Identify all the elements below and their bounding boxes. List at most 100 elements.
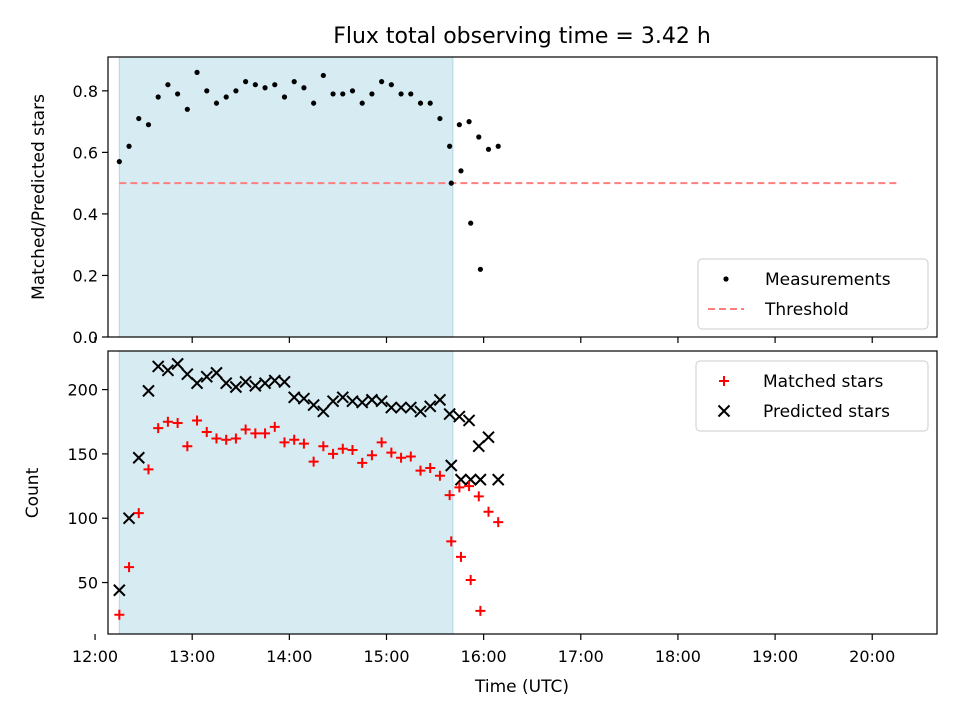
measurement-point <box>388 82 394 88</box>
predicted-star-point <box>474 473 487 486</box>
matched-star-point <box>328 448 339 459</box>
y-tick-label: 100 <box>67 509 98 528</box>
matched-star-point <box>162 416 173 427</box>
matched-star-point <box>396 452 407 463</box>
measurement-point <box>311 100 317 106</box>
predicted-star-point <box>258 376 272 390</box>
y-tick-label: 150 <box>67 445 98 464</box>
measurement-point <box>165 82 171 88</box>
legend-label: Measurements <box>765 270 891 290</box>
matched-star-point <box>279 437 290 448</box>
matched-star-point <box>308 456 319 467</box>
measurement-point <box>243 79 249 85</box>
predicted-star-point <box>404 401 417 414</box>
matched-star-point <box>446 536 457 547</box>
measurement-point <box>213 100 220 106</box>
matched-star-point <box>454 482 465 493</box>
chart-title: Flux total observing time = 3.42 h <box>333 24 711 49</box>
predicted-star-point <box>210 366 223 380</box>
measurement-point <box>145 122 152 128</box>
measurement-point <box>427 100 433 106</box>
predicted-star-point <box>464 473 477 486</box>
measurement-point <box>252 82 258 88</box>
predicted-star-point <box>239 375 252 389</box>
bottom-legend <box>695 360 929 432</box>
matched-star-point <box>172 418 183 429</box>
measurement-point <box>223 94 229 100</box>
predicted-star-point <box>249 379 262 392</box>
predicted-star-point <box>424 400 437 413</box>
matched-star-point <box>221 434 232 445</box>
observing-window-shade <box>118 56 454 338</box>
matched-star-point <box>124 562 135 573</box>
legend-label: Matched stars <box>763 372 883 392</box>
predicted-star-point <box>268 374 281 387</box>
predicted-star-point <box>492 473 505 486</box>
top-y-axis-label: Matched/Predicted stars <box>29 94 49 300</box>
predicted-star-point <box>394 401 408 414</box>
predicted-star-point <box>181 367 194 381</box>
measurement-point <box>155 94 161 100</box>
measurement-point <box>330 91 336 97</box>
measurement-point <box>456 122 462 128</box>
predicted-star-point <box>365 393 379 407</box>
measurement-point <box>175 91 181 97</box>
measurement-point <box>447 143 453 149</box>
measurement-point <box>495 143 501 149</box>
matched-star-point <box>444 490 455 501</box>
matched-star-point <box>483 506 494 517</box>
matched-star-point <box>473 491 484 502</box>
legend-label: Threshold <box>764 300 849 320</box>
predicted-star-point <box>317 405 330 418</box>
predicted-star-point <box>385 401 398 414</box>
predicted-star-point <box>433 393 447 407</box>
predicted-star-point <box>132 451 145 464</box>
matched-star-point <box>464 481 475 492</box>
measurement-point <box>194 69 200 75</box>
predicted-star-point <box>482 430 495 444</box>
measurement-point <box>359 100 365 106</box>
y-tick-label: 0.4 <box>73 205 98 224</box>
bottom-y-axis-label: Count <box>23 467 43 518</box>
x-tick-label: 15:00 <box>363 647 409 666</box>
measurement-point <box>468 220 474 226</box>
measurement-point <box>272 82 278 88</box>
predicted-star-point <box>278 375 291 389</box>
measurement-point <box>448 180 454 186</box>
measurement-point <box>184 106 190 112</box>
measurement-point <box>408 91 414 97</box>
predicted-star-point <box>219 376 233 390</box>
predicted-star-point <box>326 394 340 408</box>
top-legend <box>697 258 929 330</box>
predicted-star-point <box>151 360 165 373</box>
measurement-point <box>398 91 404 97</box>
matched-star-point <box>425 463 436 474</box>
predicted-star-point <box>190 376 204 390</box>
x-axis-label: Time (UTC) <box>474 677 569 697</box>
matched-star-point <box>289 434 300 445</box>
predicted-star-point <box>142 384 155 398</box>
measurement-point <box>437 115 443 122</box>
predicted-star-point <box>445 459 458 472</box>
predicted-star-point <box>122 512 136 525</box>
measurement-point <box>458 168 464 174</box>
x-tick-label: 13:00 <box>169 647 215 666</box>
matched-star-point <box>357 457 368 468</box>
measurement-point <box>379 79 385 85</box>
matched-star-point <box>337 443 348 454</box>
matched-star-point <box>260 428 271 439</box>
predicted-star-point <box>336 391 349 404</box>
measurement-point <box>281 94 288 100</box>
legend-marker <box>719 376 729 386</box>
measurement-point <box>485 146 492 152</box>
measurement-point <box>477 266 484 272</box>
y-tick-label: 50 <box>78 574 98 593</box>
matched-star-point <box>211 433 222 444</box>
measurement-point <box>417 100 424 106</box>
predicted-star-point <box>171 357 184 371</box>
matched-star-point <box>386 447 397 458</box>
predicted-star-point <box>472 439 485 453</box>
measurement-point <box>233 88 239 94</box>
predicted-star-point <box>200 370 213 383</box>
